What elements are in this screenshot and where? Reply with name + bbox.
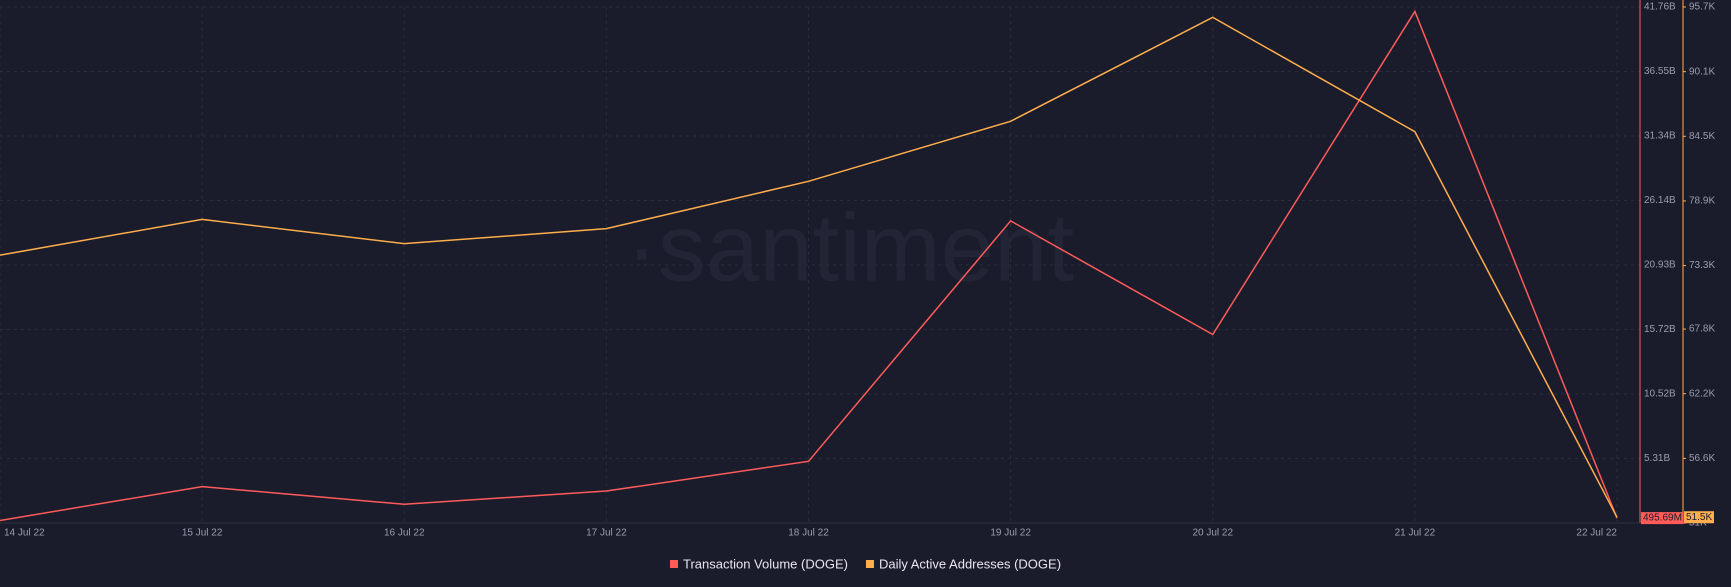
y2-tick-label: 62.2K [1689,388,1715,399]
y2-tick-label: 84.5K [1689,131,1715,142]
y-tick-label: 20.93B [1644,260,1676,271]
x-tick-label: 15 Jul 22 [182,528,223,539]
y-tick-label: 31.34B [1644,131,1676,142]
legend-label: Daily Active Addresses (DOGE) [879,556,1061,571]
y-tick-label: 41.76B [1644,2,1676,13]
last-value-label: 495.69M [1643,513,1682,524]
y-tick-label: 5.31B [1644,453,1670,464]
x-tick-label: 16 Jul 22 [384,528,425,539]
last-value-badge [1684,511,1714,524]
x-tick-label: 22 Jul 22 [1576,528,1617,539]
x-tick-label: 21 Jul 22 [1395,528,1436,539]
y2-tick-label: 67.8K [1689,324,1715,335]
y2-tick-label: 73.3K [1689,260,1715,271]
x-tick-label: 19 Jul 22 [990,528,1031,539]
y2-tick-label: 56.6K [1689,453,1715,464]
series-line [0,9,1618,522]
x-tick-label: 17 Jul 22 [586,528,627,539]
y2-tick-label: 78.9K [1689,196,1715,207]
legend-swatch [865,560,874,568]
legend-label: Transaction Volume (DOGE) [683,556,848,571]
y-tick-label: 15.72B [1644,324,1676,335]
series-line [0,16,1618,518]
y-tick-label: 36.55B [1644,66,1676,77]
y-tick-label: 10.52B [1644,389,1676,400]
x-tick-label: 18 Jul 22 [788,528,829,539]
y2-tick-label: 95.7K [1689,2,1715,13]
last-value-label: 51.5K [1686,512,1712,523]
x-tick-label: 14 Jul 22 [4,528,45,539]
last-value-badge [1641,512,1683,525]
y2-tick-label: 90.1K [1689,66,1715,77]
x-tick-label: 20 Jul 22 [1192,528,1233,539]
legend-swatch [670,560,678,568]
watermark: ·santiment [626,194,1074,301]
y-tick-label: 26.14B [1644,195,1676,206]
